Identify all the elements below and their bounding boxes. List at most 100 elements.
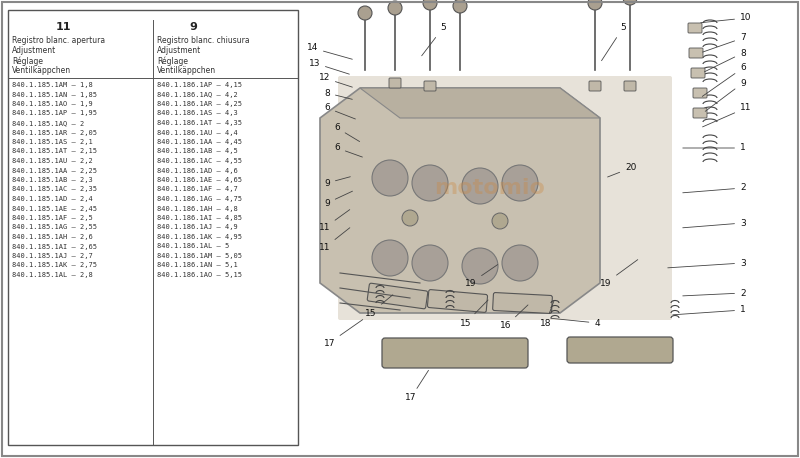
Text: Ventilkäppchen: Ventilkäppchen (157, 66, 216, 75)
Text: 12: 12 (318, 73, 352, 87)
FancyBboxPatch shape (693, 108, 707, 118)
Text: 840.1.185.1AA — 2,25: 840.1.185.1AA — 2,25 (12, 168, 97, 174)
Circle shape (502, 245, 538, 281)
Text: 840.1.185.1AP — 1,95: 840.1.185.1AP — 1,95 (12, 110, 97, 116)
FancyBboxPatch shape (567, 337, 673, 363)
Text: 7: 7 (702, 33, 746, 52)
Text: 2: 2 (682, 184, 746, 193)
Text: 840.1.186.1AE — 4,65: 840.1.186.1AE — 4,65 (157, 177, 242, 183)
Text: 10: 10 (701, 13, 751, 23)
Text: 19: 19 (465, 265, 498, 288)
Text: motomio: motomio (434, 178, 546, 198)
Text: 16: 16 (500, 305, 528, 331)
FancyBboxPatch shape (624, 81, 636, 91)
Circle shape (453, 0, 467, 13)
Text: 840.1.186.1AF — 4,7: 840.1.186.1AF — 4,7 (157, 186, 238, 192)
Text: 8: 8 (705, 49, 746, 72)
Circle shape (462, 248, 498, 284)
Text: 840.1.186.1AP — 4,15: 840.1.186.1AP — 4,15 (157, 82, 242, 88)
Text: 840.1.185.1AE — 2,45: 840.1.185.1AE — 2,45 (12, 206, 97, 212)
Circle shape (388, 1, 402, 15)
Bar (8, 10, 298, 445)
Text: 9: 9 (324, 191, 353, 207)
Text: Réglage: Réglage (157, 56, 188, 65)
Text: 840.1.185.1AJ — 2,7: 840.1.185.1AJ — 2,7 (12, 253, 93, 259)
Circle shape (462, 168, 498, 204)
FancyBboxPatch shape (689, 48, 703, 58)
Text: Registro blanc. chiusura: Registro blanc. chiusura (157, 36, 250, 45)
Circle shape (372, 240, 408, 276)
Text: 840.1.186.1AM — 5,05: 840.1.186.1AM — 5,05 (157, 253, 242, 259)
Text: 13: 13 (309, 59, 350, 74)
FancyBboxPatch shape (424, 81, 436, 91)
Circle shape (412, 165, 448, 201)
FancyBboxPatch shape (367, 283, 428, 309)
Text: 840.1.186.1AL — 5: 840.1.186.1AL — 5 (157, 244, 230, 250)
Text: 840.1.185.1AL — 2,8: 840.1.185.1AL — 2,8 (12, 272, 93, 278)
Text: 3: 3 (668, 258, 746, 268)
FancyBboxPatch shape (338, 76, 672, 320)
Text: 840.1.186.1AT — 4,35: 840.1.186.1AT — 4,35 (157, 120, 242, 126)
FancyBboxPatch shape (589, 81, 601, 91)
Circle shape (358, 6, 372, 20)
Text: 6: 6 (334, 124, 360, 142)
Text: 840.1.186.1AD — 4,6: 840.1.186.1AD — 4,6 (157, 168, 238, 174)
Text: 840.1.185.1AM — 1,8: 840.1.185.1AM — 1,8 (12, 82, 93, 88)
Polygon shape (320, 88, 600, 313)
FancyBboxPatch shape (389, 78, 401, 88)
Circle shape (623, 0, 637, 5)
Text: Adjustment: Adjustment (12, 46, 56, 55)
Text: 840.1.186.1AC — 4,55: 840.1.186.1AC — 4,55 (157, 158, 242, 164)
Text: 6: 6 (334, 143, 362, 157)
Text: 840.1.185.1AB — 2,3: 840.1.185.1AB — 2,3 (12, 177, 93, 183)
Text: 1: 1 (673, 305, 746, 315)
Text: 11: 11 (55, 22, 70, 32)
Circle shape (492, 213, 508, 229)
Text: 18: 18 (540, 300, 554, 327)
Circle shape (502, 165, 538, 201)
Text: Réglage: Réglage (12, 56, 43, 65)
FancyBboxPatch shape (693, 88, 707, 98)
Text: 17: 17 (323, 320, 362, 348)
FancyBboxPatch shape (691, 68, 705, 78)
Circle shape (423, 0, 437, 10)
Text: 840.1.186.1AA — 4,45: 840.1.186.1AA — 4,45 (157, 139, 242, 145)
Text: 15: 15 (365, 295, 393, 317)
Text: 840.1.185.1AI — 2,65: 840.1.185.1AI — 2,65 (12, 244, 97, 250)
Text: 11: 11 (318, 228, 350, 252)
Text: 840.1.186.1AB — 4,5: 840.1.186.1AB — 4,5 (157, 148, 238, 154)
Text: 3: 3 (682, 218, 746, 228)
Text: Adjustment: Adjustment (157, 46, 202, 55)
Text: 840.1.186.1AQ — 4,2: 840.1.186.1AQ — 4,2 (157, 92, 238, 98)
Text: 840.1.185.1AN — 1,85: 840.1.185.1AN — 1,85 (12, 92, 97, 98)
Polygon shape (360, 88, 600, 118)
Text: 840.1.186.1AR — 4,25: 840.1.186.1AR — 4,25 (157, 101, 242, 107)
FancyBboxPatch shape (688, 23, 702, 33)
Text: 840.1.186.1AO — 5,15: 840.1.186.1AO — 5,15 (157, 272, 242, 278)
Text: 9: 9 (706, 78, 746, 111)
Text: 840.1.186.1AI — 4,85: 840.1.186.1AI — 4,85 (157, 215, 242, 221)
Text: 840.1.185.1AQ — 2: 840.1.185.1AQ — 2 (12, 120, 84, 126)
Text: 840.1.186.1AJ — 4,9: 840.1.186.1AJ — 4,9 (157, 224, 238, 230)
Text: 840.1.185.1AK — 2,75: 840.1.185.1AK — 2,75 (12, 262, 97, 268)
Text: 1: 1 (682, 143, 746, 153)
Text: 840.1.186.1AG — 4,75: 840.1.186.1AG — 4,75 (157, 196, 242, 202)
Circle shape (588, 0, 602, 10)
Text: 840.1.185.1AF — 2,5: 840.1.185.1AF — 2,5 (12, 215, 93, 221)
Text: 840.1.185.1AH — 2,6: 840.1.185.1AH — 2,6 (12, 234, 93, 240)
Text: 840.1.185.1AU — 2,2: 840.1.185.1AU — 2,2 (12, 158, 93, 164)
Text: 4: 4 (550, 318, 600, 327)
Text: 840.1.185.1AD — 2,4: 840.1.185.1AD — 2,4 (12, 196, 93, 202)
Circle shape (372, 160, 408, 196)
Text: 840.1.186.1AH — 4,8: 840.1.186.1AH — 4,8 (157, 206, 238, 212)
Text: Ventilkäppchen: Ventilkäppchen (12, 66, 71, 75)
Text: 2: 2 (682, 289, 746, 298)
Text: 840.1.186.1AK — 4,95: 840.1.186.1AK — 4,95 (157, 234, 242, 240)
Text: 11: 11 (318, 210, 350, 233)
Text: 840.1.185.1AC — 2,35: 840.1.185.1AC — 2,35 (12, 186, 97, 192)
Circle shape (402, 210, 418, 226)
FancyBboxPatch shape (493, 293, 552, 313)
Text: 6: 6 (702, 64, 746, 96)
FancyBboxPatch shape (382, 338, 528, 368)
Text: 840.1.185.1AR — 2,05: 840.1.185.1AR — 2,05 (12, 130, 97, 136)
